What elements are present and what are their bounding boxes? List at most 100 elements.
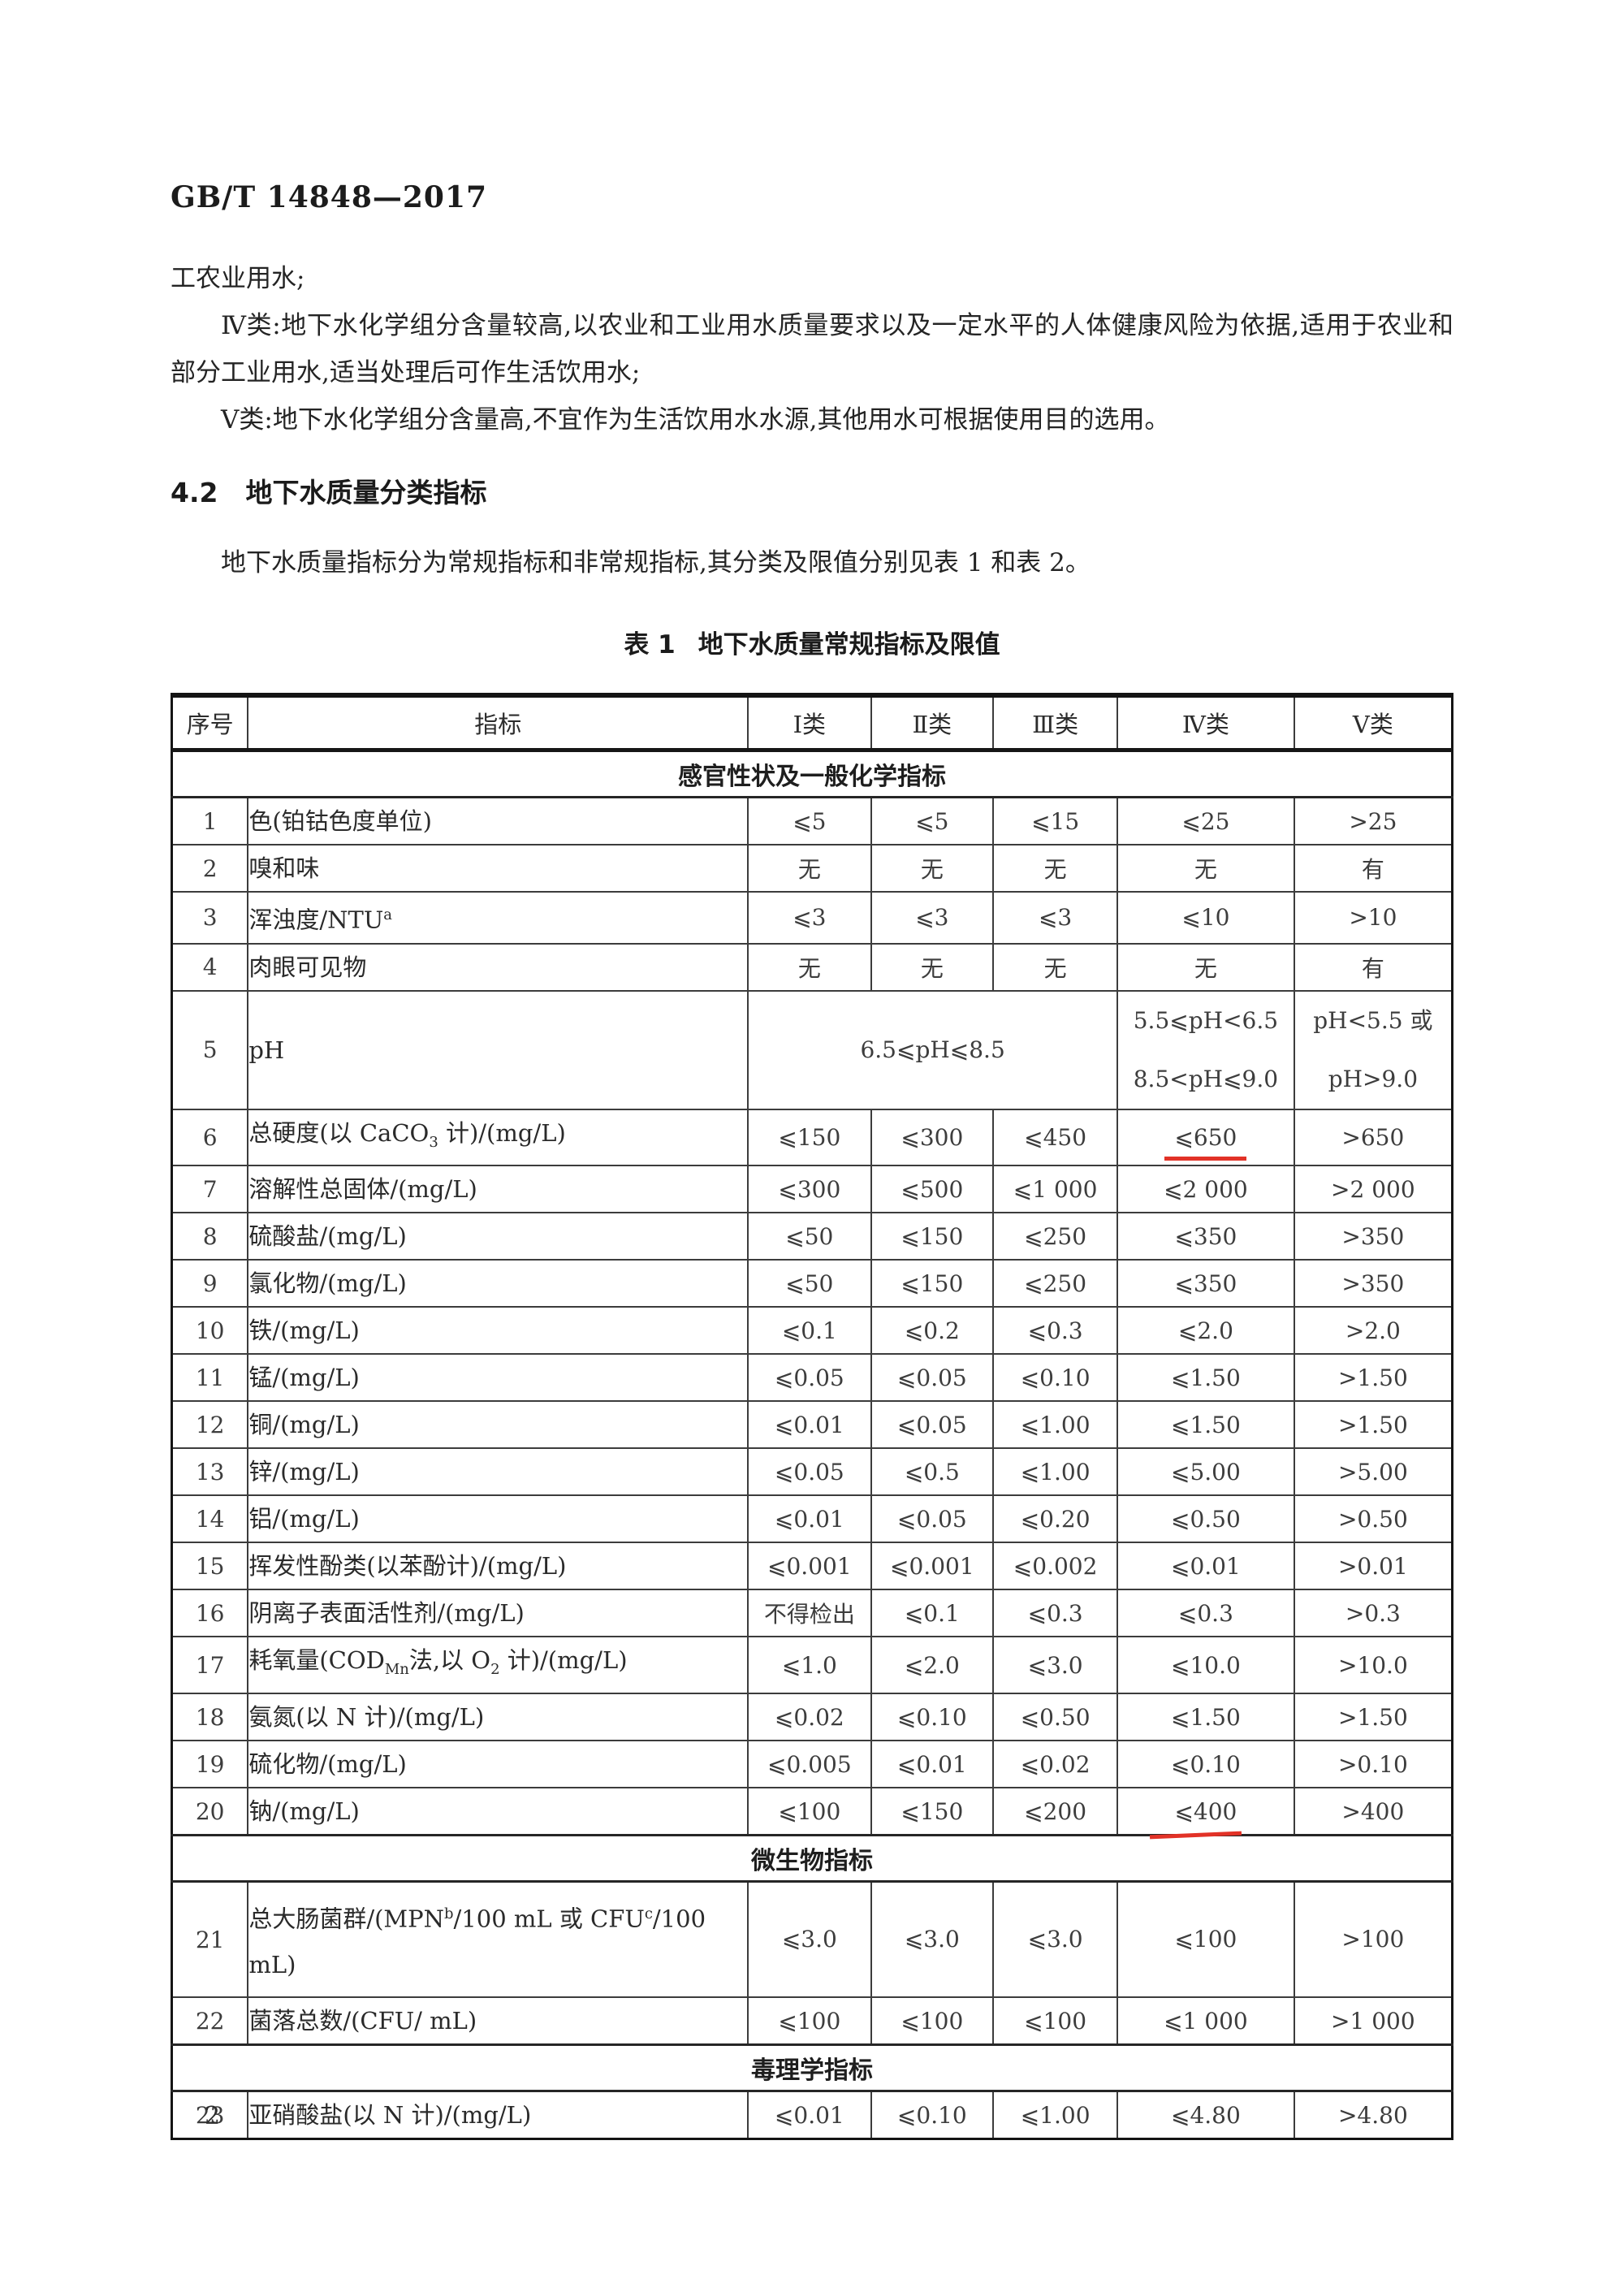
row-limit-value: >350	[1293, 1259, 1453, 1308]
table-row: 18 氨氮(以 N 计)/(mg/L) ⩽0.02 ⩽0.10 ⩽0.50 ⩽1.50 >1…	[171, 1693, 1453, 1742]
row-limit-value: ⩽1.50	[1116, 1693, 1295, 1742]
row-limit-value: ⩽0.2	[870, 1306, 995, 1356]
row-limit-value: ⩽5	[870, 796, 995, 845]
row-limit-value: ⩽0.05	[870, 1353, 995, 1403]
row-limit-value: ⩽0.1	[747, 1306, 872, 1356]
row-limit-value: >2 000	[1293, 1165, 1453, 1214]
row-limit-value: >0.3	[1293, 1589, 1453, 1638]
table-row: 17 耗氧量(CODMn法,以 O2 计)/(mg/L) ⩽1.0 ⩽2.0 ⩽3.0 ⩽…	[171, 1636, 1453, 1695]
row-number: 22	[171, 1996, 249, 2046]
row-limit-value: ⩽50	[747, 1259, 872, 1308]
row-indicator-label: 阴离子表面活性剂/(mg/L)	[247, 1589, 749, 1638]
table-section-row: 微生物指标	[171, 1834, 1453, 1883]
row-limit-value: ⩽0.05	[747, 1447, 872, 1497]
row-limit-value: 有	[1293, 844, 1453, 893]
row-number: 13	[171, 1447, 249, 1497]
row-limit-value: ⩽150	[747, 1108, 872, 1167]
col-header-class-1: Ⅰ类	[747, 694, 872, 752]
table-row: 2 嗅和味无无无无有	[171, 844, 1453, 893]
row-limit-value: >100	[1293, 1880, 1453, 1999]
row-indicator-label: 耗氧量(CODMn法,以 O2 计)/(mg/L)	[247, 1636, 749, 1695]
row-limit-value: ⩽25	[1116, 796, 1295, 845]
row-number: 2	[171, 844, 249, 893]
row-limit-value: ⩽2 000	[1116, 1165, 1295, 1214]
row-limit-value: ⩽450	[992, 1108, 1119, 1167]
row-limit-value: ⩽0.02	[747, 1693, 872, 1742]
row-limit-value: ⩽1.0	[747, 1636, 872, 1695]
row-limit-value: >5.00	[1293, 1447, 1453, 1497]
row-limit-value: ⩽0.50	[992, 1693, 1119, 1742]
section-title: 地下水质量分类指标	[245, 477, 487, 508]
row-limit-value: ⩽350	[1116, 1212, 1295, 1261]
table-row: 21 总大肠菌群/(MPNb/100 mL 或 CFUc/100 mL) ⩽3.0 ⩽…	[171, 1880, 1453, 1999]
row-limit-value: >10	[1293, 891, 1453, 945]
row-limit-value: ⩽5	[747, 796, 872, 845]
row-limit-value: ⩽0.01	[1116, 1542, 1295, 1591]
row-limit-value: ⩽10.0	[1116, 1636, 1295, 1695]
row-limit-value: >25	[1293, 796, 1453, 845]
row-number: 14	[171, 1494, 249, 1544]
row-limit-value: ⩽100	[747, 1996, 872, 2046]
table-row: 7 溶解性总固体/(mg/L) ⩽300 ⩽500 ⩽1 000 ⩽2 000 >2 000	[171, 1165, 1453, 1214]
row-limit-value: ⩽4.80	[1116, 2090, 1295, 2140]
row-limit-value: ⩽0.02	[992, 1740, 1119, 1789]
row-indicator-label: 铝/(mg/L)	[247, 1494, 749, 1544]
row-limit-value: ⩽10	[1116, 891, 1295, 945]
row-limit-value: 无	[747, 844, 872, 893]
section-number: 4.2	[171, 477, 218, 508]
table-row: 22 菌落总数/(CFU/ mL) ⩽100 ⩽100 ⩽100 ⩽1 000 >1 000	[171, 1996, 1453, 2046]
row-limit-value: 5.5⩽pH<6.5 8.5<pH⩽9.0	[1116, 989, 1295, 1110]
section-body-paragraph: 地下水质量指标分为常规指标和非常规指标,其分类及限值分别见表 1 和表 2。	[221, 548, 1091, 577]
row-limit-value: ⩽1.50	[1116, 1400, 1295, 1450]
table-section-row: 感官性状及一般化学指标	[171, 749, 1453, 798]
table-row: 23 亚硝酸盐(以 N 计)/(mg/L) ⩽0.01 ⩽0.10 ⩽1.00 ⩽4.80…	[171, 2090, 1453, 2140]
row-number: 5	[171, 989, 249, 1110]
page-number: 2	[205, 2102, 221, 2130]
row-limit-value: ⩽0.20	[992, 1494, 1119, 1544]
paragraph-industrial-agricultural-water: 工农业用水;	[171, 264, 305, 293]
body-text: 工农业用水; Ⅳ类:地下水化学组分含量较高,以农业和工业用水质量要求以及一定水平…	[171, 255, 1453, 443]
row-indicator-label: 亚硝酸盐(以 N 计)/(mg/L)	[247, 2090, 749, 2140]
row-number: 11	[171, 1353, 249, 1403]
row-limit-value: ⩽0.001	[870, 1542, 995, 1591]
col-header-class-5: Ⅴ类	[1293, 694, 1453, 752]
table-row: 20 钠/(mg/L) ⩽100 ⩽150 ⩽200 ⩽400 >400	[171, 1787, 1453, 1836]
row-limit-value: ⩽2.0	[1116, 1306, 1295, 1356]
section-heading-4-2: 4.2 地下水质量分类指标	[171, 471, 1453, 510]
row-limit-value: 无	[870, 844, 995, 893]
row-limit-value: >1.50	[1293, 1353, 1453, 1403]
row-limit-value: 无	[747, 942, 872, 992]
row-limit-value: ⩽100	[1116, 1880, 1295, 1999]
row-indicator-label: 嗅和味	[247, 844, 749, 893]
row-limit-value: ⩽150	[870, 1212, 995, 1261]
table-row: 6 总硬度(以 CaCO3 计)/(mg/L) ⩽150 ⩽300 ⩽450 ⩽650 >6…	[171, 1108, 1453, 1167]
row-limit-value: 无	[1116, 942, 1295, 992]
row-limit-value: ⩽1 000	[992, 1165, 1119, 1214]
row-indicator-label: 硫酸盐/(mg/L)	[247, 1212, 749, 1261]
row-limit-value: ⩽250	[992, 1259, 1119, 1308]
row-limit-value: ⩽150	[870, 1259, 995, 1308]
row-limit-value: ⩽0.01	[747, 2090, 872, 2140]
table-caption-label: 表 1	[624, 630, 676, 659]
section-label: 微生物指标	[171, 1834, 1453, 1883]
row-limit-value: ⩽0.001	[747, 1542, 872, 1591]
row-indicator-label: 氯化物/(mg/L)	[247, 1259, 749, 1308]
row-indicator-label: 硫化物/(mg/L)	[247, 1740, 749, 1789]
row-limit-value: ⩽0.002	[992, 1542, 1119, 1591]
row-limit-value: 无	[870, 942, 995, 992]
table-row: 1 色(铂钴色度单位) ⩽5 ⩽5 ⩽15 ⩽25 >25	[171, 796, 1453, 845]
row-limit-value: ⩽1.00	[992, 1447, 1119, 1497]
row-limit-value: ⩽300	[747, 1165, 872, 1214]
row-limit-value: ⩽2.0	[870, 1636, 995, 1695]
row-number: 21	[171, 1880, 249, 1999]
row-limit-value: 不得检出	[747, 1589, 872, 1638]
row-limit-value: ⩽400	[1116, 1787, 1295, 1836]
row-limit-value: ⩽1.00	[992, 1400, 1119, 1450]
row-limit-value: ⩽50	[747, 1212, 872, 1261]
row-indicator-label: pH	[247, 989, 749, 1110]
table-row: 4 肉眼可见物无无无无有	[171, 942, 1453, 992]
row-limit-value: ⩽1 000	[1116, 1996, 1295, 2046]
row-indicator-label: 锰/(mg/L)	[247, 1353, 749, 1403]
row-limit-value: ⩽3.0	[870, 1880, 995, 1999]
table-row: 5 pH 6.5⩽pH⩽8.5 5.5⩽pH<6.5 8.5<pH⩽9.0 pH<5.5 …	[171, 989, 1453, 1110]
